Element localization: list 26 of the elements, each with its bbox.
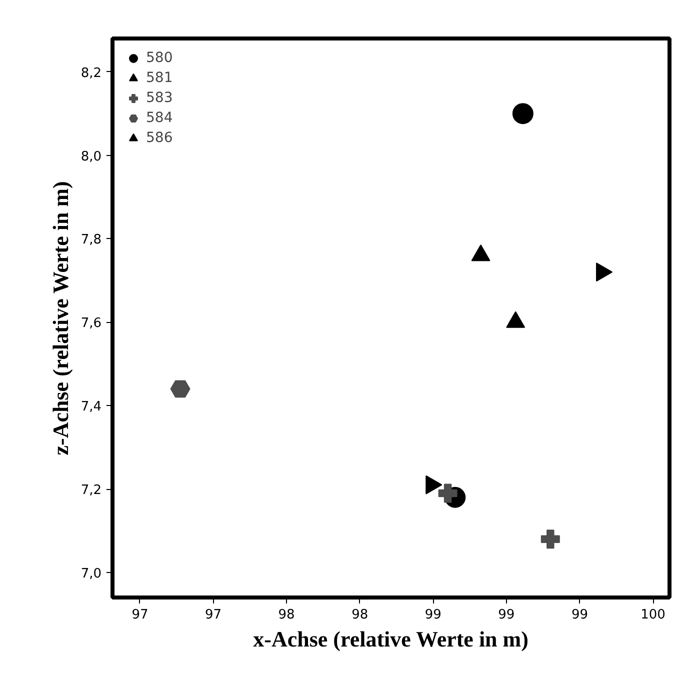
y-tick-label: 7,4	[80, 400, 102, 415]
y-tick-label: 7,8	[80, 232, 102, 248]
y-tick-label: 8,0	[80, 149, 102, 164]
point	[438, 484, 458, 503]
y-tick-label: 7,6	[80, 316, 102, 332]
legend-label: 584	[146, 110, 173, 126]
legend-label: 581	[146, 70, 173, 86]
point	[170, 380, 190, 398]
x-axis-title: x-Achse (relative Werte in m)	[253, 626, 528, 652]
y-tick-label: 7,0	[80, 566, 102, 582]
x-tick-label: 99	[571, 608, 588, 622]
x-tick-label: 99	[424, 608, 442, 622]
x-tick-label: 99	[498, 608, 515, 622]
y-axis-title: z-Achse (relative Werte in m)	[48, 181, 73, 456]
point	[540, 530, 560, 549]
y-tick-label: 8,2	[80, 66, 102, 81]
point	[512, 103, 534, 124]
legend-label: 586	[146, 130, 173, 146]
x-tick-label: 98	[352, 608, 368, 622]
legend-label: 580	[146, 50, 173, 66]
legend-label: 583	[146, 90, 173, 106]
y-tick-label: 7,2	[80, 483, 102, 498]
x-tick-label: 97	[132, 608, 148, 622]
x-tick-label: 97	[205, 608, 222, 622]
x-tick-label: 98	[278, 608, 295, 622]
x-tick-label: 100	[640, 608, 666, 622]
